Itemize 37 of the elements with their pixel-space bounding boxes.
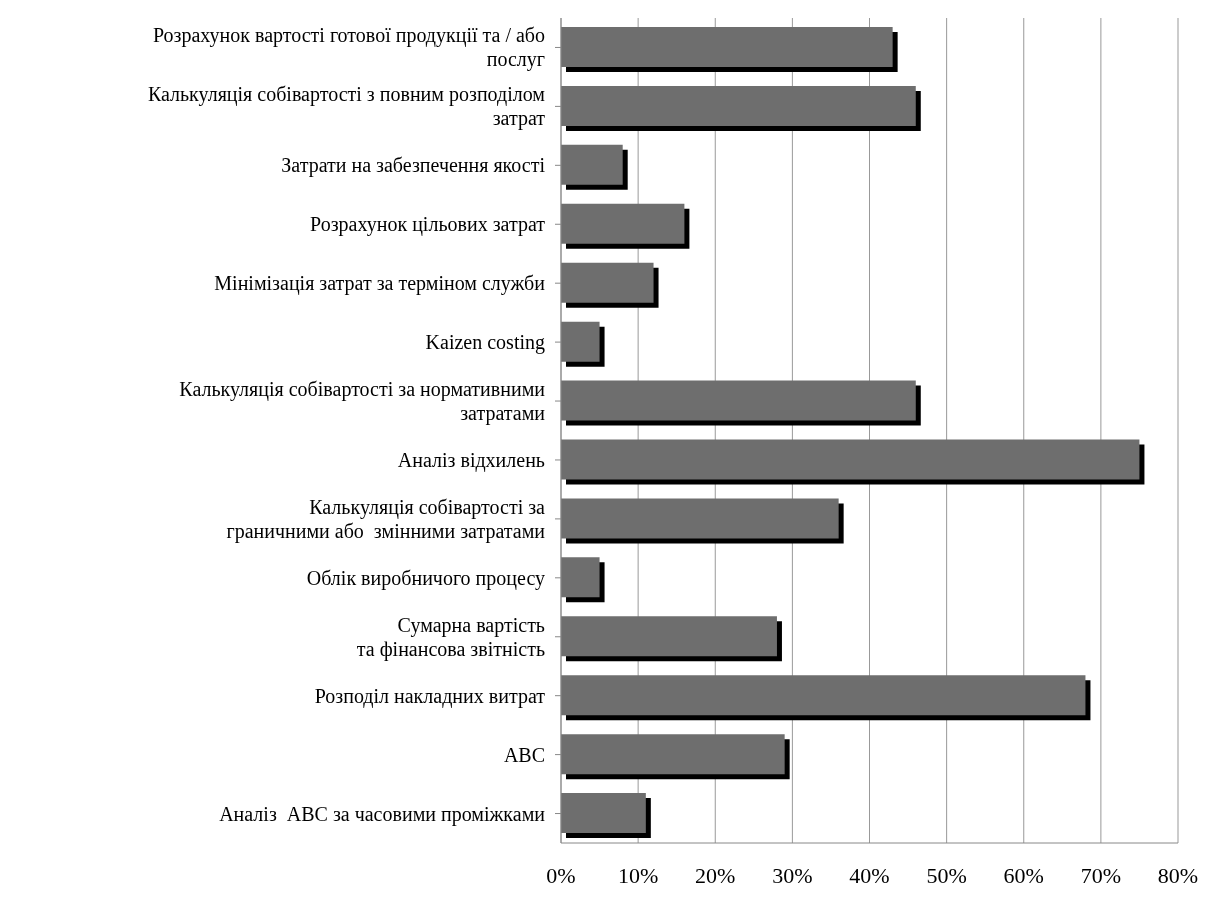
y-tick-label: Kaizen costing bbox=[425, 331, 545, 355]
bar bbox=[561, 675, 1086, 716]
y-tick-label: Розрахунок цільових затрат bbox=[310, 213, 546, 237]
bar bbox=[561, 321, 600, 362]
y-tick-label: Облік виробничого процесу bbox=[306, 566, 545, 590]
x-tick-label: 10% bbox=[617, 862, 659, 888]
bar bbox=[561, 616, 777, 657]
x-tick-label: 70% bbox=[1080, 862, 1122, 888]
bar bbox=[561, 262, 654, 303]
bar bbox=[561, 85, 916, 126]
bar bbox=[561, 557, 600, 598]
y-tick-label: Розподіл накладних витрат bbox=[314, 684, 546, 708]
y-tick-label: Калькуляція собівартості з повним розподілом затрат bbox=[147, 83, 546, 131]
y-tick-label: Сумарна вартість та фінансова звітність bbox=[356, 613, 545, 661]
bar bbox=[561, 439, 1140, 480]
bar bbox=[561, 734, 785, 775]
bar bbox=[561, 203, 685, 244]
y-tick-label: Аналіз ABC за часовими проміжками bbox=[219, 802, 546, 826]
x-tick-label: 0% bbox=[546, 862, 576, 888]
x-tick-label: 20% bbox=[695, 862, 736, 888]
x-tick-label: 50% bbox=[926, 862, 967, 888]
bar bbox=[561, 498, 839, 539]
y-tick-label: ABC bbox=[503, 743, 545, 766]
bar bbox=[561, 27, 893, 67]
bar bbox=[561, 380, 916, 421]
y-tick-label: Розрахунок вартості готової продукції та / або послуг bbox=[152, 24, 545, 72]
bar bbox=[561, 144, 623, 185]
y-tick-label: Затрати на забезпечення якості bbox=[281, 154, 546, 178]
y-tick-label: Калькуляція собівартості за нормативними затратами bbox=[179, 378, 546, 426]
y-tick-label: Аналіз відхилень bbox=[397, 448, 545, 472]
x-tick-label: 40% bbox=[849, 862, 890, 888]
x-tick-label: 30% bbox=[772, 862, 813, 888]
y-tick-label: Калькуляція собівартості за граничними або змінними затратами bbox=[226, 495, 546, 543]
bar bbox=[561, 793, 646, 834]
x-tick-label: 80% bbox=[1157, 862, 1199, 888]
y-tick-label: Мінімізація затрат за терміном служби bbox=[214, 272, 546, 296]
x-tick-label: 60% bbox=[1003, 862, 1044, 888]
